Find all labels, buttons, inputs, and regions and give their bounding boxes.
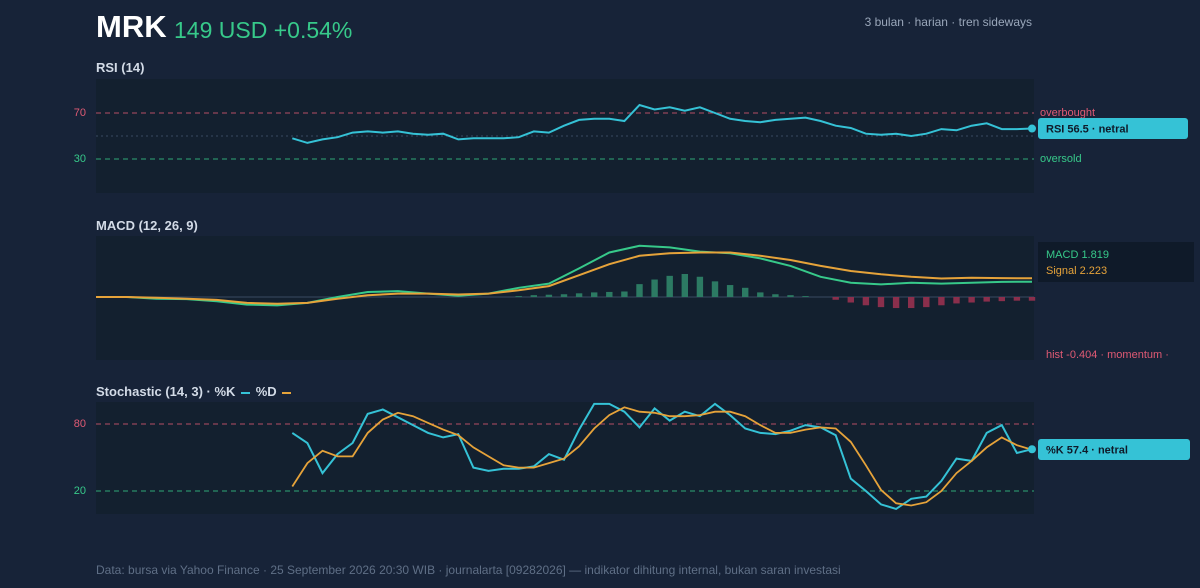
macd-histogram-bar — [938, 297, 945, 306]
macd-histogram-bar — [515, 296, 522, 297]
chart-meta: 3 bulan · harian · tren sideways — [864, 15, 1032, 29]
macd-histogram-bar — [711, 281, 719, 297]
stoch-title-text: Stochastic (14, 3) · %K — [96, 384, 236, 399]
rsi-title: RSI (14) — [96, 60, 145, 75]
hist-value-label: hist -0.404 · momentum · — [1046, 349, 1169, 361]
oversold-label: oversold — [1040, 153, 1082, 165]
stoch-badge — [1038, 439, 1190, 460]
macd-histogram-bar — [953, 297, 960, 304]
macd-histogram-bar — [847, 297, 854, 303]
d-legend-label: %D — [255, 384, 277, 399]
macd-value-label: MACD 1.819 — [1046, 249, 1109, 261]
stoch-title: Stochastic (14, 3) · %K %D — [96, 384, 292, 399]
signal-line — [96, 251, 1033, 305]
macd-histogram-bar — [742, 287, 749, 297]
macd-legend-box — [1038, 242, 1194, 282]
rsi-last-point — [1028, 124, 1036, 133]
price-change: 149 USD +0.54% — [174, 17, 353, 43]
macd-histogram-bar — [696, 276, 704, 297]
macd-histogram-bar — [606, 291, 613, 297]
macd-histogram-bar — [591, 292, 598, 297]
macd-histogram-bar — [998, 297, 1005, 302]
rsi-line — [292, 103, 1033, 144]
macd-histogram-bar — [621, 291, 628, 297]
macd-histogram-bar — [772, 294, 779, 297]
macd-histogram-bar — [862, 297, 870, 306]
macd-histogram-bar — [802, 296, 809, 297]
macd-histogram-bar — [726, 285, 734, 297]
macd-histogram-bar — [666, 275, 673, 297]
rsi-badge — [1038, 118, 1188, 139]
macd-histogram-bar — [787, 295, 794, 297]
macd-histogram-bar — [892, 297, 900, 309]
macd-histogram-bar — [923, 297, 930, 308]
macd-histogram-bar — [545, 294, 553, 297]
footer-source: Data: bursa via Yahoo Finance · 25 Septe… — [96, 563, 841, 577]
macd-histogram-bar — [530, 295, 537, 297]
macd-histogram-bar — [1028, 297, 1036, 301]
macd-histogram-bar — [681, 274, 688, 297]
stoch-last-point — [1028, 445, 1036, 454]
macd-line — [96, 244, 1033, 307]
macd-histogram-bar — [983, 297, 990, 302]
macd-histogram-bar — [575, 293, 583, 297]
macd-histogram-bar — [651, 279, 658, 297]
stoch-tick-20: 20 — [74, 485, 86, 497]
stoch-tick-80: 80 — [74, 418, 86, 430]
stoch-d-line — [291, 406, 1033, 507]
signal-value-label: Signal 2.223 — [1046, 265, 1107, 277]
macd-histogram-bar — [968, 297, 975, 303]
macd-histogram-bar — [1013, 297, 1021, 301]
macd-histogram-bar — [908, 297, 915, 309]
macd-histogram-bar — [636, 284, 643, 297]
macd-title: MACD (12, 26, 9) — [96, 218, 198, 233]
stoch-badge-text: %K 57.4 · netral — [1046, 445, 1128, 457]
macd-histogram-bar — [877, 297, 885, 308]
d-legend-swatch — [282, 391, 292, 394]
rsi-badge-text: RSI 56.5 · netral — [1046, 124, 1129, 136]
macd-panel — [96, 236, 1034, 360]
overbought-label: overbought — [1040, 107, 1095, 119]
macd-histogram — [515, 274, 1036, 309]
macd-histogram-bar — [832, 297, 839, 300]
k-legend-swatch — [241, 391, 251, 394]
ticker-symbol: MRK — [96, 9, 167, 44]
rsi-tick-30: 30 — [74, 153, 86, 165]
rsi-tick-70: 70 — [74, 107, 86, 119]
macd-histogram-bar — [560, 294, 568, 297]
macd-histogram-bar — [757, 292, 764, 297]
